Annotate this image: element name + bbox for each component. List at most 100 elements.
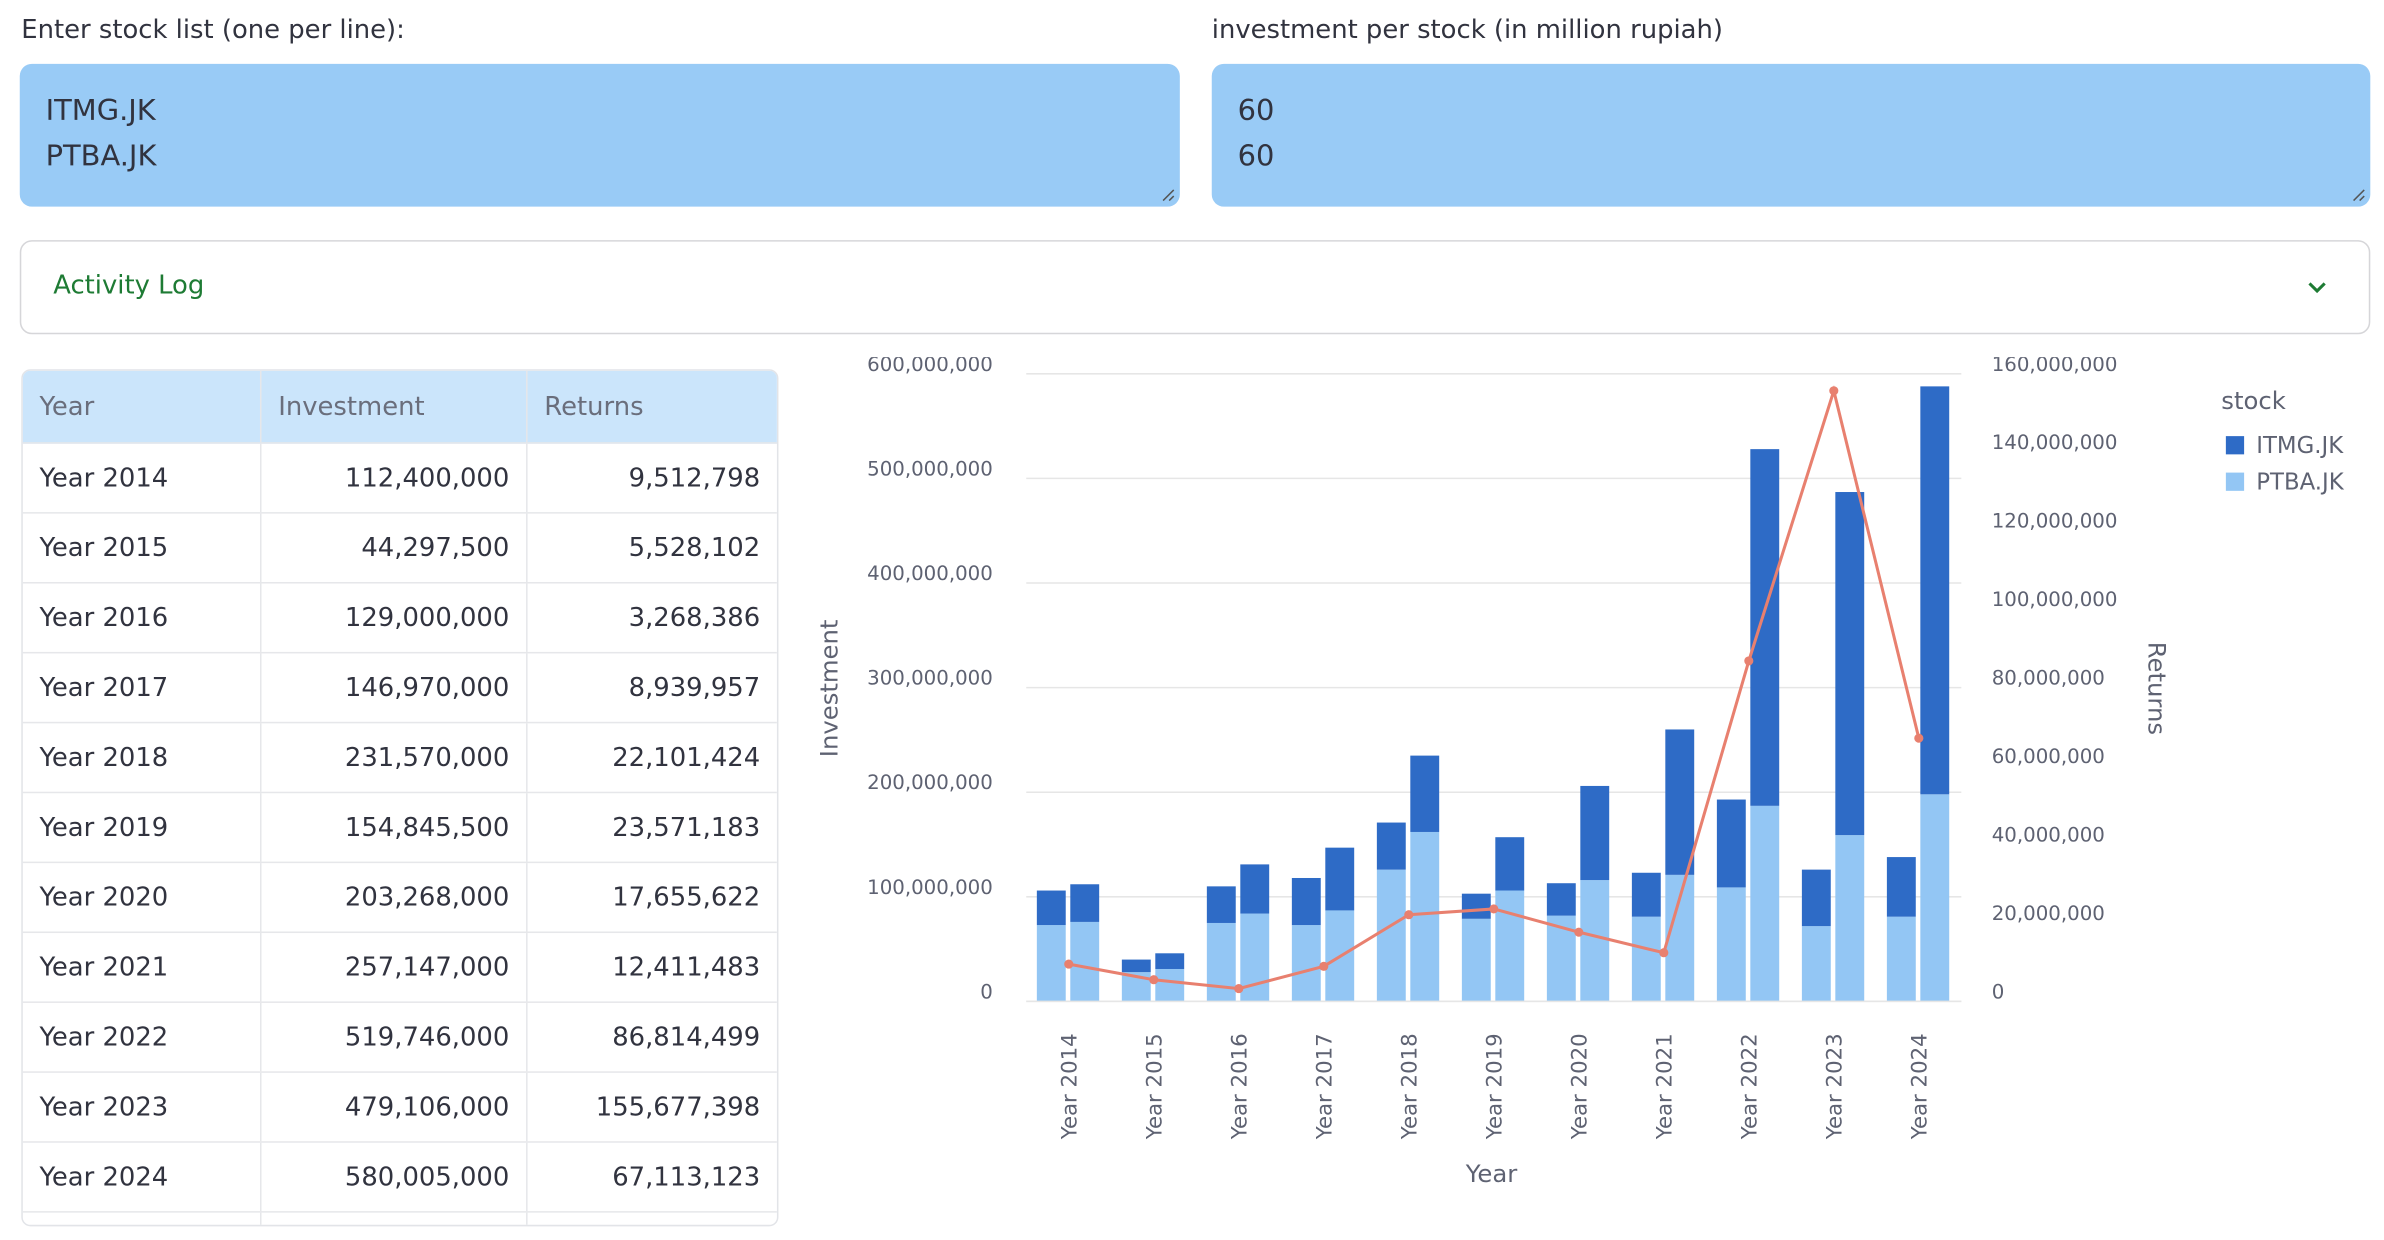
- table-cell: 580,005,000: [262, 1142, 528, 1212]
- table-row: Year 2016 129,000,000 3,268,386: [22, 583, 777, 654]
- table-row: Year 2018 231,570,000 22,101,424: [22, 723, 777, 794]
- table-cell: Year 2019: [23, 793, 262, 862]
- bar: [1631, 916, 1661, 1002]
- returns-point: [1064, 959, 1074, 969]
- table-cell: 3,268,386: [628, 602, 761, 633]
- bar: [1410, 755, 1440, 832]
- returns-line: [1068, 385, 1921, 991]
- returns-point: [1659, 948, 1669, 958]
- table-cell: Year 2022: [23, 1002, 262, 1072]
- returns-point: [1914, 733, 1924, 743]
- x-tick-label: Year 2020: [1567, 1033, 1592, 1140]
- investment-textarea[interactable]: 60 60: [1211, 63, 2371, 207]
- table-cell: Year 2015: [23, 513, 262, 583]
- legend-swatch: [2225, 436, 2245, 455]
- bar: [1886, 916, 1916, 1002]
- column-header: Investment: [262, 370, 528, 443]
- bar: [1291, 877, 1321, 926]
- table-cell: 231,570,000: [262, 723, 528, 792]
- table-cell: Year 2018: [23, 723, 262, 792]
- returns-point: [1574, 927, 1584, 937]
- table-row: [23, 1212, 777, 1225]
- y2-tick-label: 140,000,000: [1992, 431, 2118, 454]
- table-cell: 154,845,500: [262, 793, 528, 862]
- table-cell: Year 2014: [23, 443, 262, 513]
- input-line: 60: [1237, 94, 1275, 128]
- legend-swatch: [2225, 472, 2245, 491]
- bar: [1835, 835, 1865, 1002]
- x-axis-title: Year: [1465, 1159, 1517, 1188]
- table-cell: 155,677,398: [595, 1091, 761, 1123]
- bar: [1886, 857, 1916, 917]
- bar: [1206, 886, 1236, 923]
- table-cell: 67,113,123: [612, 1161, 761, 1193]
- table-cell: 12,411,483: [612, 952, 761, 983]
- x-tick-label: Year 2022: [1737, 1033, 1762, 1140]
- x-tick-label: Year 2023: [1822, 1033, 1847, 1140]
- bar: [1240, 864, 1270, 914]
- table-row: Year 2024 580,005,000 67,113,123: [22, 1142, 777, 1213]
- table-row: Year 2023 479,106,000 155,677,398: [22, 1072, 777, 1143]
- bar: [1546, 883, 1576, 916]
- bar: [1920, 794, 1950, 1002]
- chevron-icon: [2308, 282, 2326, 294]
- table-cell: [262, 1212, 528, 1225]
- bar: [1580, 880, 1610, 1002]
- investment-label: investment per stock (in million rupiah): [1211, 15, 1723, 46]
- y2-tick-label: 80,000,000: [1992, 667, 2105, 690]
- table-cell: Year 2024: [23, 1142, 262, 1212]
- table-cell: 146,970,000: [262, 653, 528, 722]
- returns-point: [1404, 910, 1414, 920]
- table-row: Year 2017 146,970,000 8,939,957: [22, 653, 777, 724]
- y2-axis-title: Returns: [2142, 642, 2171, 735]
- activity-log-expander[interactable]: Activity Log: [19, 240, 2371, 335]
- legend-label: ITMG.JK: [2256, 433, 2344, 459]
- table-cell: 129,000,000: [262, 583, 528, 652]
- column-header: Returns: [544, 391, 644, 422]
- stocks-label: Enter stock list (one per line):: [21, 15, 405, 46]
- table-row: Year 2014 112,400,000 9,512,798: [22, 443, 777, 514]
- y2-tick-label: 20,000,000: [1992, 902, 2105, 925]
- column-header: Year: [23, 370, 262, 443]
- x-tick-label: Year 2017: [1312, 1033, 1337, 1140]
- stocks-textarea[interactable]: ITMG.JK PTBA.JK: [19, 63, 1180, 207]
- table-cell: 23,571,183: [612, 812, 761, 843]
- table-cell: Year 2021: [23, 933, 262, 1002]
- table-cell: 5,528,102: [628, 532, 761, 564]
- y2-tick-label: 60,000,000: [1992, 745, 2105, 768]
- table-cell: 44,297,500: [262, 513, 528, 583]
- data-table: Year Investment Returns Year 2014 112,400,00…: [21, 369, 779, 1227]
- returns-point: [1744, 656, 1754, 666]
- bar: [1835, 492, 1865, 836]
- legend-title: stock: [2221, 386, 2286, 415]
- table-header: Year Investment Returns: [22, 370, 777, 444]
- bar: [1155, 953, 1185, 969]
- returns-point: [1319, 961, 1329, 971]
- bar: [1376, 822, 1406, 870]
- x-tick-label: Year 2015: [1142, 1033, 1167, 1140]
- returns-point: [1234, 984, 1244, 994]
- y2-tick-label: 0: [1992, 980, 2005, 1003]
- x-tick-label: Year 2021: [1652, 1033, 1677, 1140]
- y2-tick-label: 160,000,000: [1992, 357, 2118, 376]
- bar: [1155, 968, 1185, 1002]
- returns-point: [1829, 386, 1839, 396]
- bar: [1750, 805, 1780, 1002]
- x-tick-label: Year 2018: [1397, 1033, 1422, 1140]
- table-cell: 17,655,622: [612, 882, 761, 913]
- bar: [1036, 925, 1066, 1002]
- chart: 0 100,000,000 200,000,000 300,000,000 400,00…: [815, 357, 2345, 1188]
- y-tick-label: 400,000,000: [867, 562, 993, 585]
- bar: [1461, 918, 1491, 1002]
- y-tick-label: 300,000,000: [867, 667, 993, 690]
- bar: [1070, 884, 1100, 922]
- bar: [1070, 921, 1100, 1002]
- bar: [1325, 847, 1355, 911]
- input-line: 60: [1237, 139, 1275, 174]
- table-cell: 479,106,000: [262, 1072, 528, 1142]
- bar: [1461, 893, 1491, 919]
- table-cell: 203,268,000: [262, 863, 528, 932]
- bar: [1410, 831, 1440, 1002]
- bar: [1291, 925, 1321, 1002]
- y2-tick-label: 120,000,000: [1992, 510, 2118, 533]
